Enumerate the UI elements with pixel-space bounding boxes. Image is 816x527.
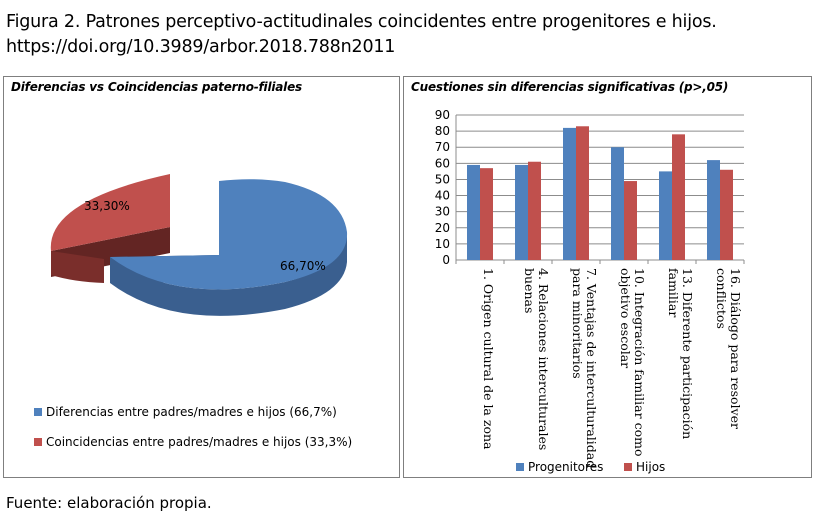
pie-legend-label-coincidencias: Coincidencias entre padres/madres e hijo… bbox=[46, 435, 353, 449]
caption-doi: https://doi.org/10.3989/arbor.2018.788n2… bbox=[6, 37, 396, 57]
bar-progenitores-5 bbox=[659, 171, 672, 260]
bar-progenitores-1 bbox=[467, 164, 480, 260]
legend-swatch-red bbox=[34, 438, 42, 446]
pie-chart-panel: Diferencias vs Coincidencias paterno-fil… bbox=[3, 76, 400, 478]
y-tick-label: 40 bbox=[435, 189, 450, 203]
bar-hijos-1 bbox=[480, 168, 493, 260]
x-tick-label: 16. Diálogo para resolver bbox=[728, 268, 743, 429]
y-tick-label: 30 bbox=[435, 205, 450, 219]
pie-slice-coincidencias bbox=[50, 174, 171, 283]
figure-caption: Figura 2. Patrones perceptivo-actitudina… bbox=[6, 10, 717, 60]
y-tick-label: 80 bbox=[435, 124, 450, 138]
pie-slice-diferencias bbox=[110, 179, 348, 316]
bar-chart-title: Cuestiones sin diferencias significativa… bbox=[411, 80, 729, 94]
pie-data-label-diferencias: 66,70% bbox=[280, 259, 326, 273]
bar-progenitores-3 bbox=[563, 127, 576, 260]
y-tick-label: 0 bbox=[442, 253, 450, 267]
pie-data-label-coincidencias: 33,30% bbox=[84, 199, 130, 213]
legend-swatch-blue bbox=[516, 463, 524, 471]
bar-legend-item-progenitores: Progenitores bbox=[516, 460, 603, 474]
y-tick-label: 50 bbox=[435, 172, 450, 186]
bar-legend-item-hijos: Hijos bbox=[624, 460, 665, 474]
bar-chart-panel: Cuestiones sin diferencias significativa… bbox=[403, 76, 812, 478]
x-tick-label: 1. Origen cultural de la zona bbox=[481, 268, 496, 450]
bar-hijos-2 bbox=[528, 161, 541, 260]
legend-swatch-red bbox=[624, 463, 632, 471]
bar-hijos-3 bbox=[576, 126, 589, 261]
source-note: Fuente: elaboración propia. bbox=[6, 494, 212, 512]
pie-legend-label-diferencias: Diferencias entre padres/madres e hijos … bbox=[46, 405, 337, 419]
x-tick-label: 7. Ventajas de interculturalidad bbox=[584, 268, 599, 468]
pie-chart-title: Diferencias vs Coincidencias paterno-fil… bbox=[11, 80, 302, 94]
bar-progenitores-2 bbox=[515, 164, 528, 260]
x-tick-label: 10. Integración familiar como bbox=[632, 268, 647, 456]
x-tick-label: objetivo escolar bbox=[618, 268, 633, 368]
bar-legend-label-progenitores: Progenitores bbox=[528, 460, 604, 474]
bar-legend-label-hijos: Hijos bbox=[636, 460, 666, 474]
pie-chart-svg: 33,30% 66,70% bbox=[50, 174, 348, 316]
legend-swatch-blue bbox=[34, 408, 42, 416]
bar-progenitores-6 bbox=[707, 160, 720, 260]
y-tick-label: 60 bbox=[435, 156, 450, 170]
bar-hijos-6 bbox=[720, 169, 733, 260]
bar-hijos-4 bbox=[624, 181, 637, 260]
x-tick-label: buenas bbox=[522, 268, 537, 313]
y-tick-label: 10 bbox=[435, 237, 450, 251]
x-tick-label: 13. Diferente participación bbox=[680, 268, 695, 439]
x-tick-label: conflictos bbox=[714, 268, 729, 329]
x-tick-label: 4. Relaciones interculturales bbox=[536, 268, 551, 450]
caption-title: Figura 2. Patrones perceptivo-actitudina… bbox=[6, 12, 717, 32]
bar-progenitores-4 bbox=[611, 147, 624, 260]
x-tick-label: familiar bbox=[666, 268, 681, 317]
pie-legend-item-diferencias: Diferencias entre padres/madres e hijos … bbox=[34, 405, 337, 419]
bar-hijos-5 bbox=[672, 134, 685, 260]
y-tick-label: 70 bbox=[435, 140, 450, 154]
bar-chart-svg: 0 10 20 30 40 50 60 70 80 90 1. Origen cultural de… bbox=[435, 108, 745, 468]
y-tick-label: 90 bbox=[435, 108, 450, 122]
x-tick-label: para minoritarios bbox=[570, 268, 585, 379]
y-tick-label: 20 bbox=[435, 221, 450, 235]
pie-legend-item-coincidencias: Coincidencias entre padres/madres e hijo… bbox=[34, 435, 352, 449]
